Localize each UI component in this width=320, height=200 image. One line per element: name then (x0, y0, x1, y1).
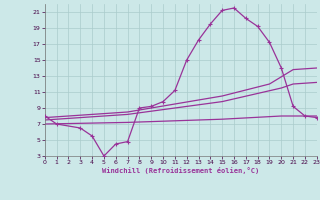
X-axis label: Windchill (Refroidissement éolien,°C): Windchill (Refroidissement éolien,°C) (102, 167, 260, 174)
